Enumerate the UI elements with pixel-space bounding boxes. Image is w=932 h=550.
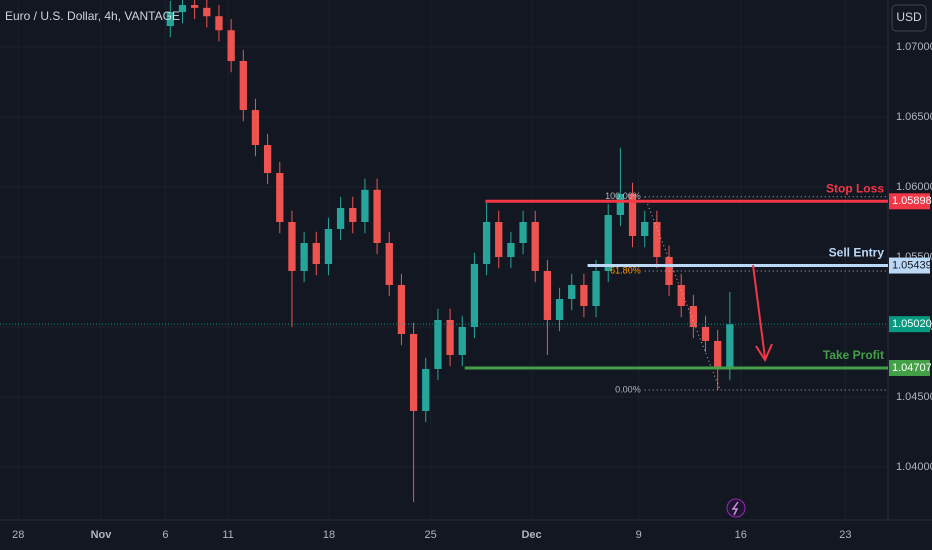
candle-body xyxy=(701,326,710,341)
level-name: Take Profit xyxy=(823,348,884,362)
level-name: Sell Entry xyxy=(829,246,885,260)
candle-body xyxy=(458,326,466,355)
candle-body xyxy=(592,270,600,306)
candle-body xyxy=(689,305,698,327)
candle-body xyxy=(336,208,345,229)
fib-label: 61.80% xyxy=(610,265,641,275)
candle-body xyxy=(312,242,320,264)
candle-body xyxy=(215,16,223,31)
y-tick-label: 1.04000 xyxy=(896,461,932,473)
x-tick-label: 23 xyxy=(839,529,851,541)
candle-body xyxy=(677,284,685,306)
price-tag-label: 1.05439 xyxy=(892,259,932,271)
currency-label[interactable]: USD xyxy=(896,10,922,24)
x-tick-label: 11 xyxy=(222,529,233,541)
x-tick-label: 16 xyxy=(735,529,747,541)
candle-body xyxy=(361,189,369,222)
price-tag xyxy=(889,257,930,274)
y-tick-label: 1.06000 xyxy=(896,181,932,193)
candle-body xyxy=(239,61,247,111)
price-tag-label: 1.05898 xyxy=(892,195,932,207)
candle-body xyxy=(409,333,418,411)
price-tag-label: 1.05020 xyxy=(892,318,932,330)
candle-body xyxy=(616,194,625,215)
candle-body xyxy=(288,221,296,271)
y-tick-label: 1.04500 xyxy=(896,391,932,403)
candle-body xyxy=(446,319,454,355)
candle-body xyxy=(251,110,260,146)
candle-body xyxy=(568,284,576,299)
candle-body xyxy=(726,324,734,369)
x-tick-label: Dec xyxy=(521,529,541,541)
candle-body xyxy=(178,5,187,13)
arrow xyxy=(752,264,766,359)
candle-body xyxy=(203,7,211,17)
x-tick-label: 25 xyxy=(424,529,436,541)
price-tag-label: 1.04707 xyxy=(892,362,932,374)
x-tick-label: 28 xyxy=(12,529,24,541)
y-tick-label: 1.06500 xyxy=(896,111,932,123)
candle-body xyxy=(495,221,503,257)
candle-body xyxy=(519,221,527,243)
x-tick-label: Nov xyxy=(91,529,113,541)
candle-body xyxy=(531,221,539,271)
candle-body xyxy=(641,221,649,236)
candle-body xyxy=(555,298,564,320)
candle-body xyxy=(434,319,442,369)
candle-body xyxy=(263,145,272,174)
candle-body xyxy=(190,5,199,8)
fib-label: 100.00% xyxy=(605,191,641,201)
candle-body xyxy=(300,242,308,271)
event-icon-bolt xyxy=(731,501,739,516)
price-tag xyxy=(889,359,930,376)
level-name: Stop Loss xyxy=(826,181,884,195)
candle-body xyxy=(276,173,284,222)
candle-body xyxy=(227,30,235,62)
candle-body xyxy=(373,189,381,243)
y-tick-label: 1.07000 xyxy=(896,41,932,53)
x-tick-label: 18 xyxy=(323,529,335,541)
candle-body xyxy=(397,284,406,334)
x-tick-label: 6 xyxy=(162,529,168,541)
candle-body xyxy=(543,270,552,320)
candle-body xyxy=(507,242,515,257)
candle-body xyxy=(324,228,333,264)
candle-body xyxy=(580,284,588,306)
candle-body xyxy=(166,12,174,27)
candle-body xyxy=(482,221,491,264)
chart-title: Euro / U.S. Dollar, 4h, VANTAGE xyxy=(5,9,180,23)
fib-label: 0.00% xyxy=(615,384,641,394)
candle-body xyxy=(604,214,612,271)
candle-body xyxy=(349,208,357,222)
arrow-head xyxy=(755,343,773,363)
candle-body xyxy=(714,340,722,369)
x-tick-label: 9 xyxy=(636,529,642,541)
candle-body xyxy=(385,242,393,285)
candle-body xyxy=(422,368,430,411)
candle-body xyxy=(653,221,661,257)
candle-body xyxy=(470,263,479,327)
price-tag xyxy=(889,193,930,210)
event-icon[interactable] xyxy=(726,498,746,518)
currency-button[interactable] xyxy=(891,4,927,32)
candle-body xyxy=(628,194,637,236)
fib-trend xyxy=(644,196,721,391)
price-tag xyxy=(889,316,930,333)
